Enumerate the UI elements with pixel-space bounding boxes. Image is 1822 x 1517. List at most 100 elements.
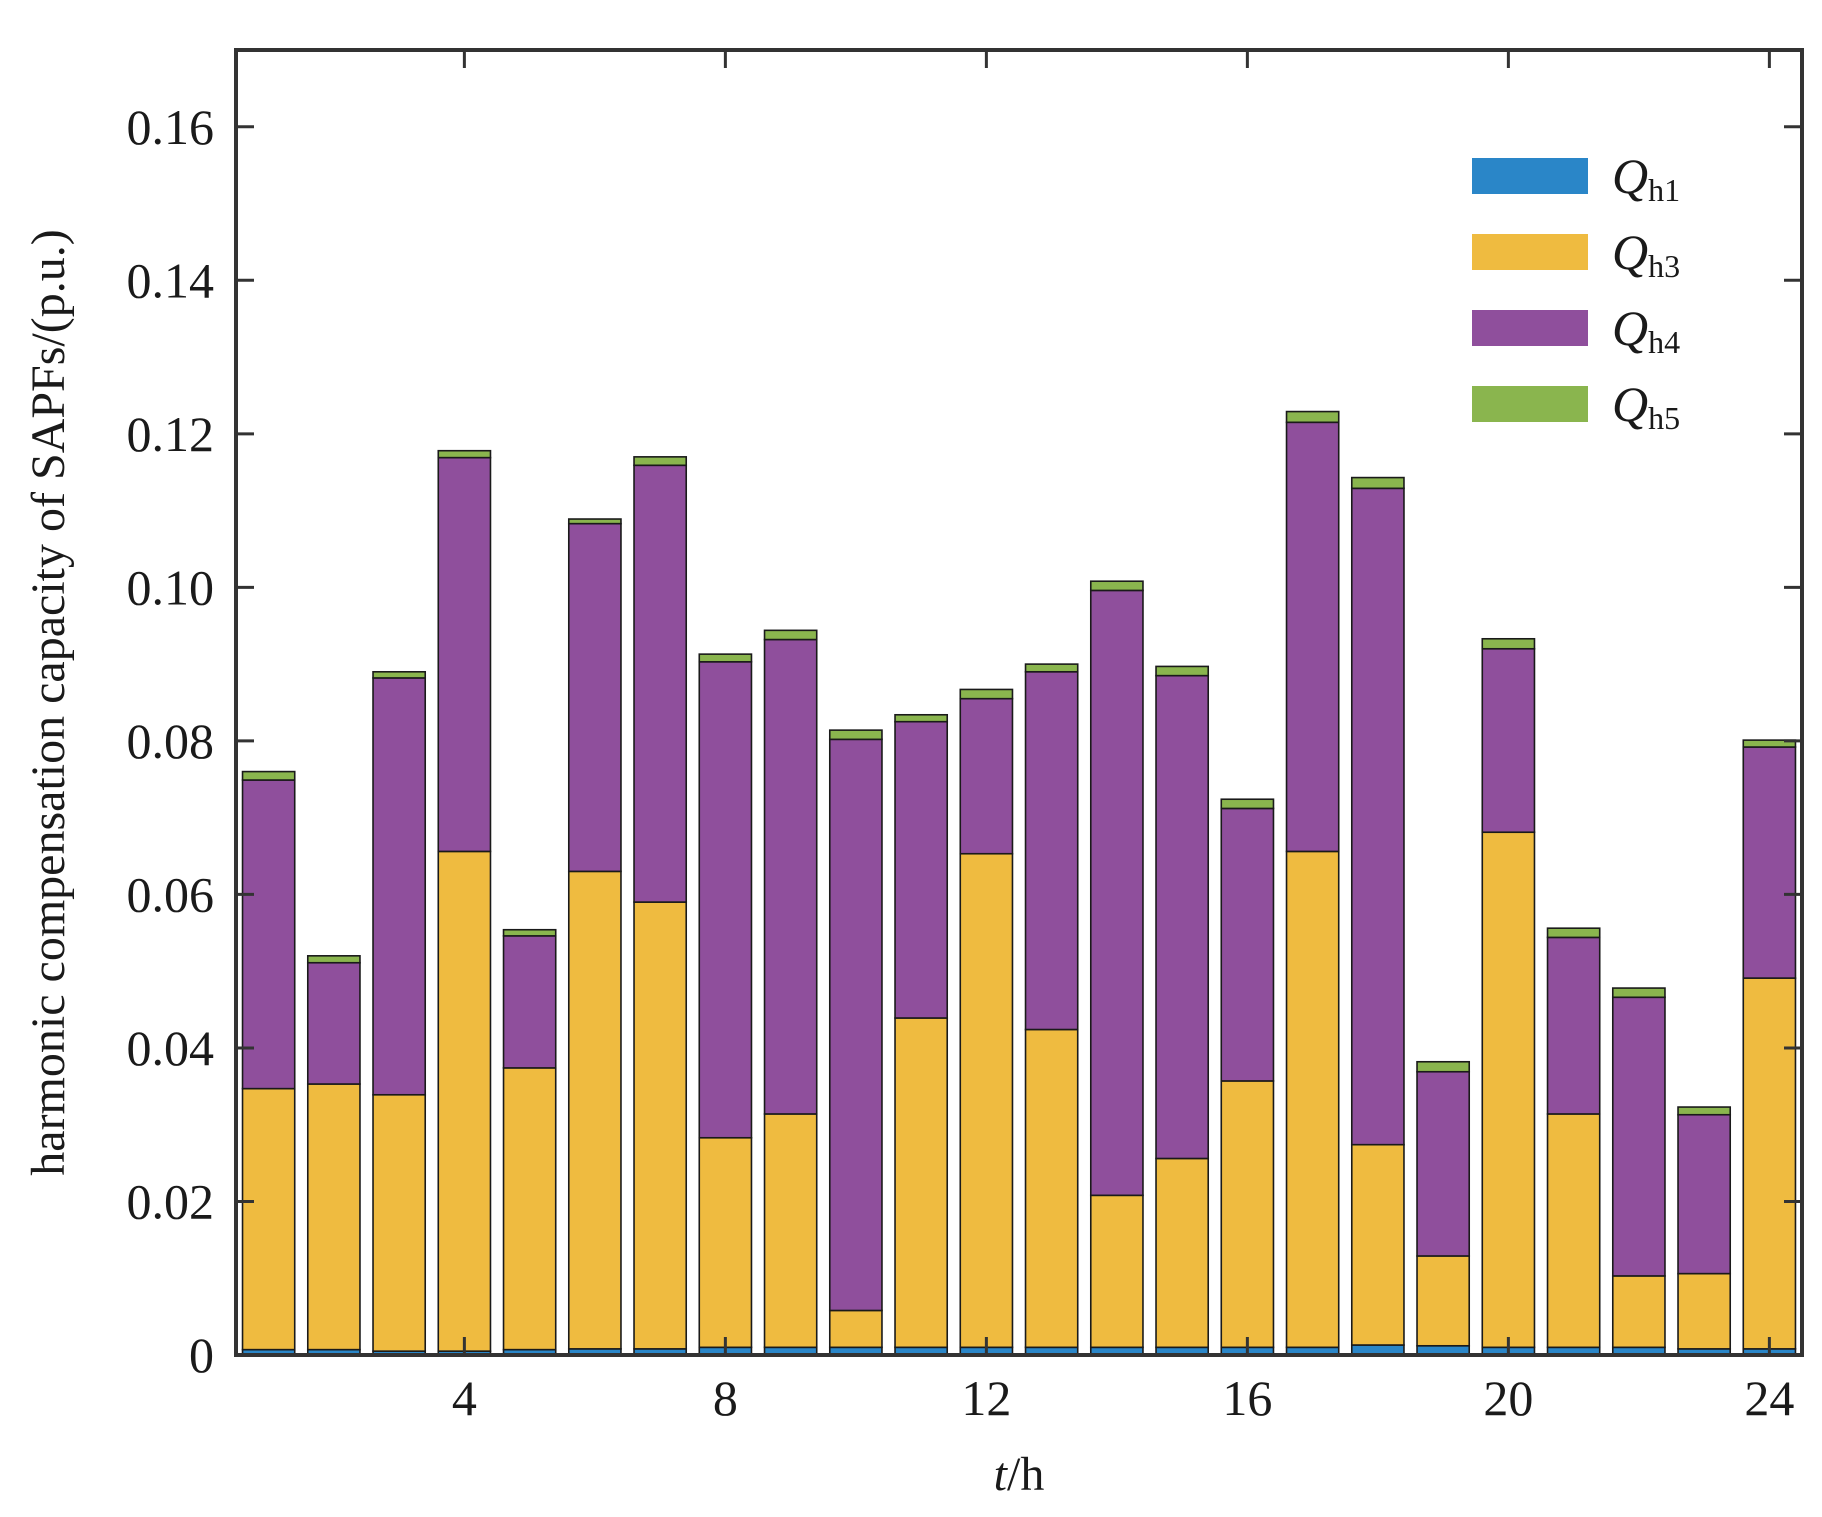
bar-24-Qh4 bbox=[1742, 746, 1797, 979]
bar-18-Qh4 bbox=[1350, 487, 1405, 1146]
bar-4-Qh4 bbox=[437, 456, 492, 853]
bar-16-Qh5 bbox=[1220, 798, 1275, 810]
bar-12-Qh5 bbox=[959, 688, 1014, 700]
legend-label-Qh1: Qh1 bbox=[1612, 148, 1680, 208]
bars-layer bbox=[241, 410, 1797, 1356]
bar-3-Qh4 bbox=[372, 677, 427, 1096]
bar-22-Qh3 bbox=[1611, 1275, 1666, 1349]
bar-1-Qh5 bbox=[241, 770, 296, 781]
bar-10-Qh4 bbox=[828, 738, 883, 1312]
bar-1-Qh3 bbox=[241, 1087, 296, 1351]
y-tick-label: 0.14 bbox=[127, 252, 215, 308]
bar-6-Qh3 bbox=[567, 870, 622, 1350]
bar-18-Qh5 bbox=[1350, 476, 1405, 490]
x-tick-label: 4 bbox=[452, 1370, 477, 1426]
bar-14-Qh4 bbox=[1089, 589, 1144, 1197]
y-tick-label: 0.10 bbox=[127, 559, 215, 615]
x-tick-label: 12 bbox=[961, 1370, 1011, 1426]
bar-2-Qh5 bbox=[306, 955, 361, 964]
plot-frame bbox=[234, 48, 1804, 1357]
bar-17-Qh4 bbox=[1285, 421, 1340, 853]
x-tick-label: 20 bbox=[1483, 1370, 1533, 1426]
y-tick-label: 0.04 bbox=[127, 1020, 215, 1076]
x-tick-label: 16 bbox=[1222, 1370, 1272, 1426]
legend-swatch-Qh3 bbox=[1472, 234, 1588, 270]
bar-20-Qh4 bbox=[1481, 647, 1536, 834]
y-tick-label: 0.16 bbox=[127, 99, 215, 155]
x-tick-label: 8 bbox=[713, 1370, 738, 1426]
legend-label-Qh4: Qh4 bbox=[1612, 300, 1680, 360]
bar-24-Qh3 bbox=[1742, 977, 1797, 1350]
legend-swatch-Qh1 bbox=[1472, 158, 1588, 194]
bar-12-Qh4 bbox=[959, 697, 1014, 855]
x-axis-label-var: t bbox=[994, 1448, 1009, 1501]
y-tick-label: 0 bbox=[189, 1327, 214, 1383]
bar-9-Qh5 bbox=[763, 629, 818, 641]
bar-8-Qh3 bbox=[698, 1136, 753, 1349]
bar-23-Qh5 bbox=[1677, 1106, 1732, 1116]
legend-swatch-Qh4 bbox=[1472, 310, 1588, 346]
bar-22-Qh5 bbox=[1611, 987, 1666, 999]
bar-4-Qh5 bbox=[437, 449, 492, 459]
legend-swatch-Qh5 bbox=[1472, 386, 1588, 422]
bar-4-Qh3 bbox=[437, 850, 492, 1352]
bar-22-Qh4 bbox=[1611, 996, 1666, 1277]
legend: Qh1 Qh3 Qh4 Qh5 bbox=[1472, 148, 1680, 436]
y-tick-label: 0.06 bbox=[127, 866, 215, 922]
bar-17-Qh5 bbox=[1285, 410, 1340, 424]
bar-7-Qh5 bbox=[633, 456, 688, 467]
bar-6-Qh5 bbox=[567, 518, 622, 525]
bar-12-Qh3 bbox=[959, 852, 1014, 1349]
bar-19-Qh5 bbox=[1416, 1060, 1471, 1073]
bar-19-Qh3 bbox=[1416, 1255, 1471, 1347]
bar-15-Qh5 bbox=[1155, 665, 1210, 677]
bar-19-Qh4 bbox=[1416, 1070, 1471, 1257]
bar-3-Qh3 bbox=[372, 1093, 427, 1352]
bar-15-Qh3 bbox=[1155, 1157, 1210, 1349]
bar-13-Qh5 bbox=[1024, 663, 1079, 673]
y-tick-label: 0.08 bbox=[127, 713, 215, 769]
x-axis-label-unit: /h bbox=[1007, 1448, 1044, 1501]
bar-21-Qh5 bbox=[1546, 927, 1601, 939]
bar-7-Qh4 bbox=[633, 464, 688, 903]
bar-14-Qh3 bbox=[1089, 1194, 1144, 1349]
x-axis: 4 8 12 16 20 24 bbox=[452, 50, 1794, 1426]
y-axis: 0 0.02 0.04 0.06 0.08 0.10 0.12 0.14 0.16 bbox=[127, 99, 1802, 1383]
bar-10-Qh5 bbox=[828, 729, 883, 741]
bar-14-Qh5 bbox=[1089, 580, 1144, 592]
bar-2-Qh4 bbox=[306, 961, 361, 1085]
bar-20-Qh3 bbox=[1481, 831, 1536, 1349]
bar-6-Qh4 bbox=[567, 522, 622, 873]
bar-13-Qh4 bbox=[1024, 670, 1079, 1031]
x-tick-label: 24 bbox=[1744, 1370, 1794, 1426]
bar-7-Qh3 bbox=[633, 901, 688, 1350]
legend-label-Qh5: Qh5 bbox=[1612, 376, 1680, 436]
bar-5-Qh5 bbox=[502, 928, 557, 937]
bar-13-Qh3 bbox=[1024, 1028, 1079, 1349]
bar-3-Qh5 bbox=[372, 670, 427, 679]
bar-10-Qh3 bbox=[828, 1309, 883, 1349]
bar-23-Qh4 bbox=[1677, 1113, 1732, 1275]
bar-5-Qh4 bbox=[502, 935, 557, 1069]
bar-21-Qh4 bbox=[1546, 936, 1601, 1115]
bar-2-Qh3 bbox=[306, 1083, 361, 1351]
y-tick-label: 0.02 bbox=[127, 1173, 215, 1229]
bar-11-Qh5 bbox=[894, 713, 949, 723]
bar-17-Qh3 bbox=[1285, 850, 1340, 1349]
bar-9-Qh4 bbox=[763, 638, 818, 1115]
y-tick-label: 0.12 bbox=[127, 406, 215, 462]
bar-5-Qh3 bbox=[502, 1067, 557, 1351]
y-axis-label: harmonic compensation capacity of SAPFs/… bbox=[22, 229, 75, 1175]
bar-8-Qh5 bbox=[698, 653, 753, 663]
bar-9-Qh3 bbox=[763, 1113, 818, 1349]
bar-11-Qh3 bbox=[894, 1017, 949, 1349]
bar-8-Qh4 bbox=[698, 661, 753, 1139]
bar-16-Qh3 bbox=[1220, 1080, 1275, 1349]
bar-20-Qh5 bbox=[1481, 637, 1536, 650]
bar-11-Qh4 bbox=[894, 720, 949, 1019]
bar-1-Qh4 bbox=[241, 779, 296, 1090]
bar-21-Qh3 bbox=[1546, 1113, 1601, 1349]
legend-label-Qh3: Qh3 bbox=[1612, 224, 1680, 284]
x-axis-label: t/h bbox=[994, 1448, 1045, 1501]
